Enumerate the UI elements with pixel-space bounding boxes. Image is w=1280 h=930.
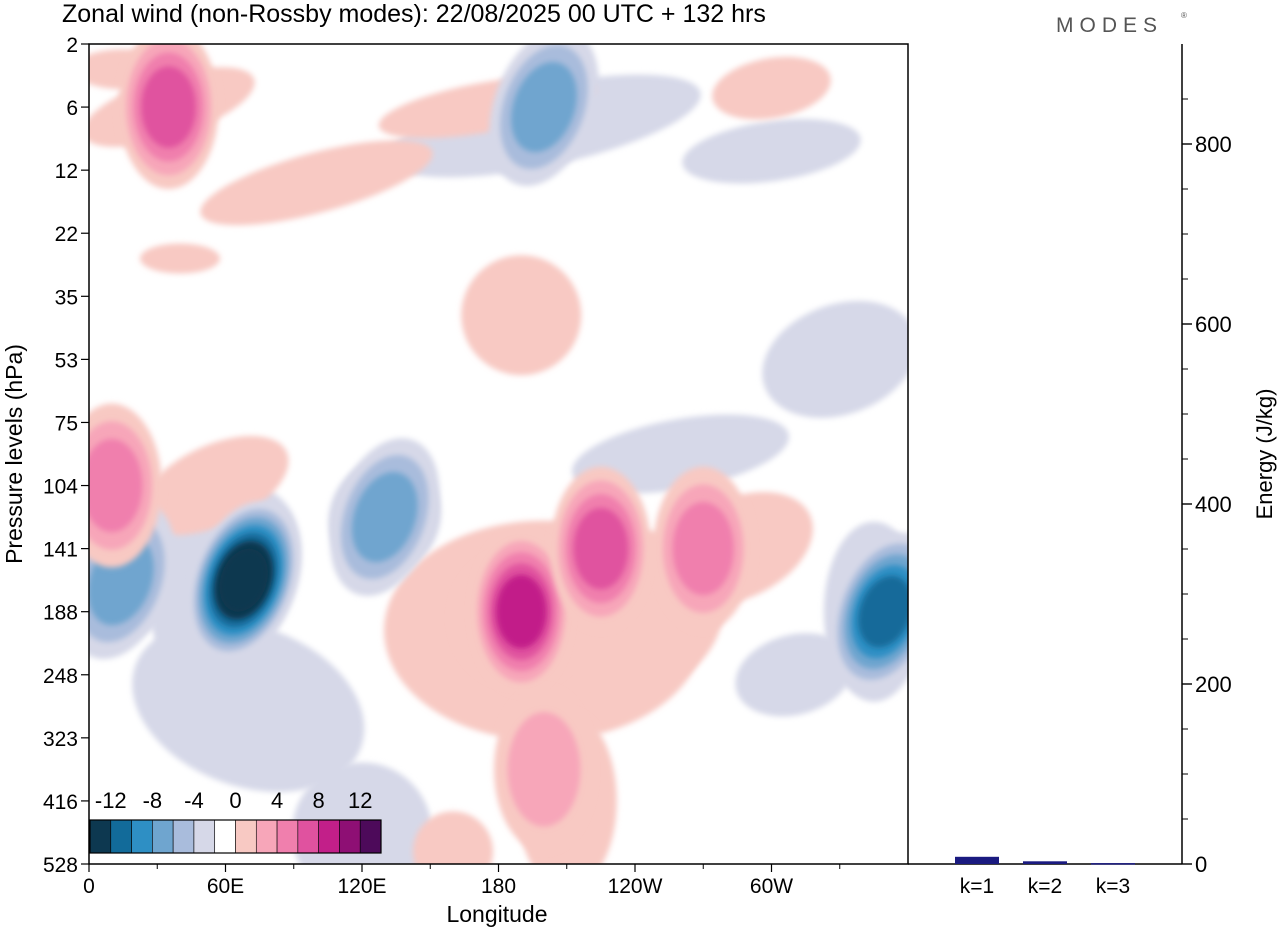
y-tick-label: 528: [43, 854, 78, 877]
contour-field: [89, 44, 908, 864]
easterly-band: [132, 620, 365, 792]
colorbar-swatch: [89, 819, 112, 854]
colorbar-swatch: [110, 819, 132, 854]
energy-tick-label: 0: [1195, 852, 1207, 877]
energy-bar-k=3: [1091, 863, 1135, 865]
energy-tick-label: 200: [1195, 672, 1232, 697]
energy-panel: k=1 k=2 k=3 0 200 400 600 800: [908, 44, 1232, 898]
wind-core-1-ring-4: [858, 575, 908, 648]
colorbar-swatch: [214, 819, 236, 854]
colorbar-tick-label: 12: [348, 788, 372, 813]
energy-axis-label: Energy (J/kg): [1252, 389, 1277, 520]
x-tick-label: 120W: [608, 875, 663, 898]
x-tick-label: 180: [481, 875, 516, 898]
y-tick-label: 416: [43, 791, 78, 814]
y-tick-label: 53: [55, 349, 78, 372]
easterly-band: [735, 633, 854, 717]
colorbar-tick-label: -8: [143, 788, 163, 813]
colorbar-swatch: [255, 819, 278, 854]
x-tick-label: 120E: [337, 875, 386, 898]
wind-core-4-ring-4: [495, 574, 547, 649]
colorbar: -12 -8 -4 0 4 8 12: [89, 788, 382, 854]
energy-bar-k=1: [955, 856, 999, 864]
x-tick-label: 60W: [750, 875, 793, 898]
colorbar-swatch: [172, 819, 195, 854]
westerly-band: [712, 56, 831, 120]
y-tick-label: 188: [43, 602, 78, 625]
y-tick-label: 12: [55, 160, 78, 183]
energy-category-label: k=3: [1096, 875, 1130, 898]
colorbar-swatch: [276, 819, 299, 854]
colorbar-tick-label: 4: [271, 788, 283, 813]
colorbar-swatch: [193, 819, 216, 854]
easterly-band: [762, 300, 908, 418]
westerly-band: [413, 811, 493, 864]
brand-mark: ®: [1181, 11, 1187, 20]
colorbar-tick-label: -12: [95, 788, 127, 813]
wind-core-7-ring-2: [672, 502, 734, 596]
y-tick-label: 75: [55, 412, 78, 435]
y-axis-label: Pressure levels (hPa): [1, 344, 27, 564]
colorbar-swatch: [318, 819, 340, 854]
colorbar-swatch: [235, 819, 257, 854]
chart-title: Zonal wind (non-Rossby modes): 22/08/202…: [62, 0, 766, 28]
westerly-band: [140, 243, 220, 274]
easterly-band: [572, 414, 789, 494]
x-axis: 0 60E 120E 180 120W 60W: [83, 864, 841, 898]
wind-core-8-ring-2: [89, 438, 143, 533]
colorbar-tick-label: 8: [313, 788, 325, 813]
easterly-band: [682, 118, 861, 184]
y-tick-label: 104: [43, 476, 78, 499]
energy-tick-label: 800: [1195, 132, 1232, 157]
wind-core-9-ring-2: [511, 62, 577, 153]
y-tick-label: 323: [43, 728, 78, 751]
energy-category-label: k=2: [1028, 875, 1062, 898]
energy-bar-k=2: [1023, 861, 1067, 864]
colorbar-swatch: [152, 819, 174, 854]
y-tick-label: 6: [66, 97, 78, 120]
y-tick-label: 248: [43, 665, 78, 688]
wind-core-5-ring-3: [573, 507, 629, 590]
colorbar-swatch: [297, 819, 319, 854]
wind-core-0-ring-6: [219, 548, 268, 612]
x-tick-label: 0: [83, 875, 95, 898]
energy-category-label: k=1: [960, 875, 994, 898]
x-tick-label: 60E: [207, 875, 244, 898]
westerly-band: [200, 140, 433, 226]
y-tick-label: 22: [55, 223, 78, 246]
westerly-band: [461, 255, 582, 376]
energy-tick-label: 400: [1195, 492, 1232, 517]
colorbar-swatch: [131, 819, 153, 854]
y-tick-label: 2: [66, 34, 78, 57]
colorbar-tick-label: 0: [229, 788, 241, 813]
wind-core-3-ring-2: [351, 472, 418, 563]
y-tick-label: 35: [55, 286, 78, 309]
colorbar-swatch: [339, 819, 361, 854]
colorbar-swatch: [359, 819, 382, 854]
colorbar-tick-label: -4: [184, 788, 204, 813]
energy-tick-label: 600: [1195, 312, 1232, 337]
y-axis: 2 6 12 22 35 53 75 104 141 188 248 323 416 528: [43, 34, 89, 877]
x-axis-label: Longitude: [446, 901, 547, 927]
wind-core-6-ring-3: [141, 66, 196, 148]
y-tick-label: 141: [43, 539, 78, 562]
wind-core-10-ring-1: [507, 712, 581, 827]
brand-logo: MODES: [1056, 14, 1163, 37]
